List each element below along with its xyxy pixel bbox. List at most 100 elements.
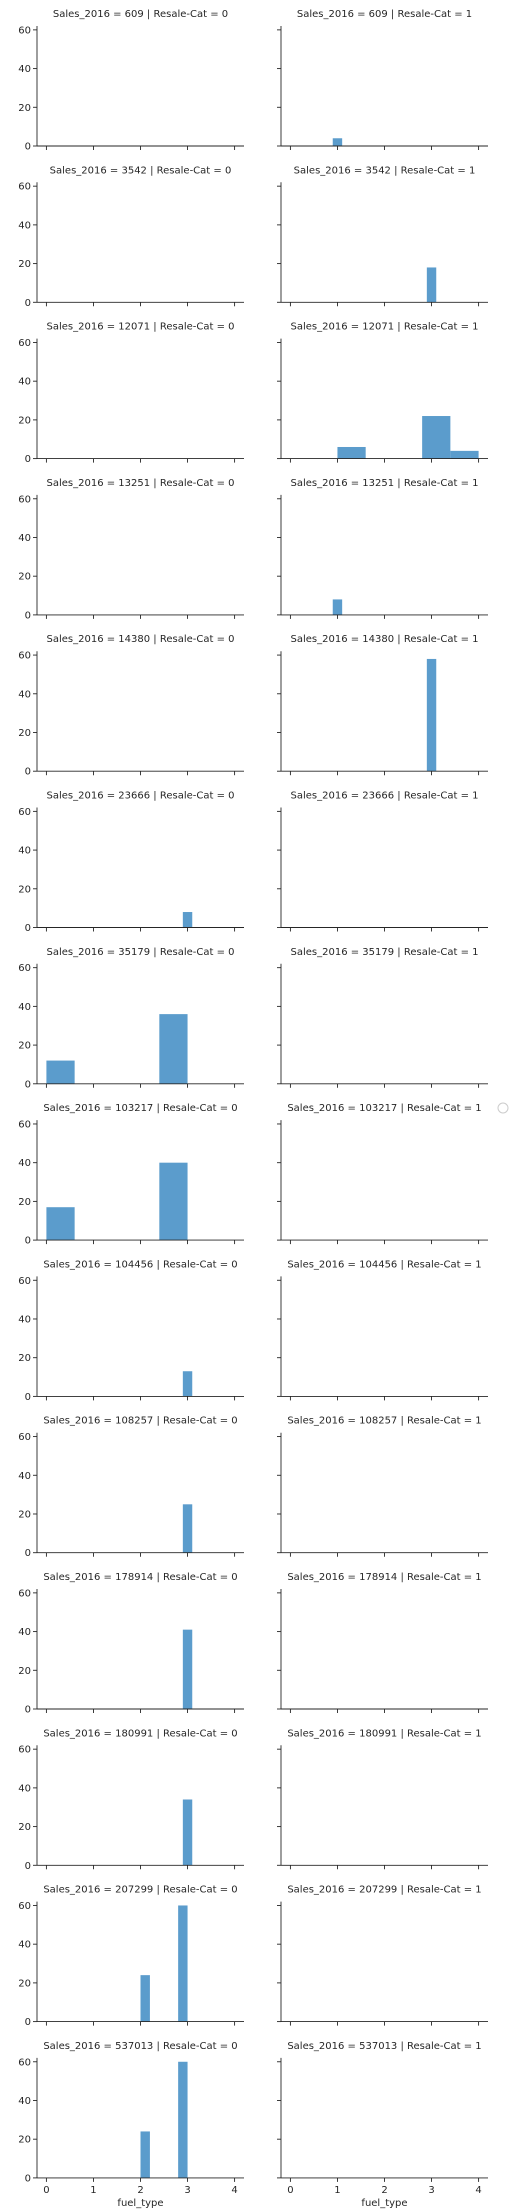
facet-title: Sales_2016 = 180991 | Resale-Cat = 1	[287, 1728, 481, 1739]
facet-panel: Sales_2016 = 14380 | Resale-Cat = 1	[277, 634, 488, 776]
y-tick-label: 0	[25, 767, 31, 778]
y-tick-label: 40	[18, 533, 31, 544]
y-tick-label: 60	[18, 1432, 31, 1443]
x-tick-label: 0	[287, 2185, 293, 2196]
facet-panel: Sales_2016 = 108257 | Resale-Cat = 1	[277, 1416, 488, 1557]
y-tick-label: 60	[18, 1901, 31, 1912]
histogram-bar	[178, 2061, 188, 2178]
facet-panel: Sales_2016 = 207299 | Resale-Cat = 0 0 20 4…	[18, 1885, 244, 2028]
y-tick-label: 0	[25, 923, 31, 934]
y-tick-label: 20	[18, 728, 31, 739]
histogram-bar	[182, 912, 193, 928]
facet-title: Sales_2016 = 103217 | Resale-Cat = 1	[287, 1103, 481, 1114]
y-tick-label: 40	[18, 1158, 31, 1169]
histogram-bar	[332, 599, 343, 615]
facet-panel: Sales_2016 = 537013 | Resale-Cat = 00204…	[18, 2041, 244, 2209]
facet-title: Sales_2016 = 104456 | Resale-Cat = 0	[43, 1259, 237, 1270]
facet-title: Sales_2016 = 180991 | Resale-Cat = 0	[43, 1728, 237, 1739]
facet-panel: Sales_2016 = 3542 | Resale-Cat = 0 0 20 40 6…	[18, 165, 244, 309]
facet-title: Sales_2016 = 609 | Resale-Cat = 0	[53, 9, 228, 20]
facet-panel: Sales_2016 = 35179 | Resale-Cat = 0 0 20 40…	[18, 947, 244, 1090]
histogram-bar	[426, 658, 437, 772]
facet-title: Sales_2016 = 13251 | Resale-Cat = 0	[47, 478, 235, 489]
facet-panel: Sales_2016 = 12071 | Resale-Cat = 1	[277, 322, 488, 463]
facet-title: Sales_2016 = 13251 | Resale-Cat = 1	[291, 478, 479, 489]
histogram-bar	[182, 1371, 193, 1397]
y-tick-label: 60	[18, 1119, 31, 1130]
y-tick-label: 40	[18, 220, 31, 231]
y-tick-label: 20	[18, 259, 31, 270]
facet-title: Sales_2016 = 3542 | Resale-Cat = 0	[50, 165, 232, 176]
y-tick-label: 0	[25, 454, 31, 465]
histogram-bar	[450, 450, 479, 459]
facet-title: Sales_2016 = 23666 | Resale-Cat = 0	[47, 791, 235, 802]
y-tick-label: 60	[18, 963, 31, 974]
facet-panel: Sales_2016 = 35179 | Resale-Cat = 1	[277, 947, 488, 1088]
facet-panel: Sales_2016 = 104456 | Resale-Cat = 0 0 20 4…	[18, 1259, 244, 1403]
y-tick-label: 40	[18, 1471, 31, 1482]
histogram-bar	[422, 416, 451, 459]
histogram-bar	[426, 267, 437, 303]
histogram-bar	[182, 1504, 193, 1553]
y-tick-label: 20	[18, 1978, 31, 1989]
y-tick-label: 20	[18, 1353, 31, 1364]
facet-panel: Sales_2016 = 13251 | Resale-Cat = 0 0 20 40…	[18, 478, 244, 621]
facet-panel: Sales_2016 = 13251 | Resale-Cat = 1	[277, 478, 488, 619]
facet-title: Sales_2016 = 108257 | Resale-Cat = 0	[43, 1416, 237, 1427]
facet-panel: Sales_2016 = 14380 | Resale-Cat = 0 0 20 40…	[18, 634, 244, 778]
facet-title: Sales_2016 = 207299 | Resale-Cat = 1	[287, 1885, 481, 1896]
facet-title: Sales_2016 = 12071 | Resale-Cat = 1	[291, 322, 479, 333]
facet-panel: Sales_2016 = 180991 | Resale-Cat = 0 0 20 4…	[18, 1728, 244, 1872]
facet-title: Sales_2016 = 108257 | Resale-Cat = 1	[287, 1416, 481, 1427]
facet-panel: Sales_2016 = 12071 | Resale-Cat = 0 0 20 40…	[18, 322, 244, 465]
facet-panel: Sales_2016 = 23666 | Resale-Cat = 0 0 20 40…	[18, 791, 244, 934]
y-tick-label: 40	[18, 689, 31, 700]
y-tick-label: 40	[18, 1783, 31, 1794]
x-tick-label: 4	[231, 2185, 237, 2196]
y-tick-label: 20	[18, 1509, 31, 1520]
histogram-bar	[182, 1629, 193, 1709]
y-tick-label: 60	[18, 338, 31, 349]
facet-title: Sales_2016 = 207299 | Resale-Cat = 0	[43, 1885, 237, 1896]
x-tick-label: 0	[43, 2185, 49, 2196]
y-tick-label: 0	[25, 1079, 31, 1090]
histogram-bar	[159, 1162, 188, 1241]
facet-title: Sales_2016 = 35179 | Resale-Cat = 0	[47, 947, 235, 958]
facet-title: Sales_2016 = 104456 | Resale-Cat = 1	[287, 1259, 481, 1270]
y-tick-label: 0	[25, 1548, 31, 1559]
facet-panel: Sales_2016 = 108257 | Resale-Cat = 0 0 20 4…	[18, 1416, 244, 1559]
facet-panel: Sales_2016 = 103217 | Resale-Cat = 0 0 20 4…	[18, 1103, 244, 1247]
facet-title: Sales_2016 = 609 | Resale-Cat = 1	[297, 9, 472, 20]
facet-panel: Sales_2016 = 609 | Resale-Cat = 1	[277, 9, 488, 150]
x-tick-label: 3	[184, 2185, 190, 2196]
y-tick-label: 40	[18, 2096, 31, 2107]
y-tick-label: 20	[18, 1822, 31, 1833]
facet-panel: Sales_2016 = 178914 | Resale-Cat = 0 0 20 4…	[18, 1572, 244, 1716]
y-tick-label: 0	[25, 298, 31, 309]
y-tick-label: 20	[18, 1666, 31, 1677]
histogram-bar	[140, 1975, 150, 2022]
facet-title: Sales_2016 = 537013 | Resale-Cat = 0	[43, 2041, 237, 2052]
histogram-bar	[178, 1905, 188, 2022]
histogram-bar	[182, 1799, 193, 1866]
y-tick-label: 40	[18, 1314, 31, 1325]
facet-panel: Sales_2016 = 207299 | Resale-Cat = 1	[277, 1885, 488, 2026]
facet-title: Sales_2016 = 14380 | Resale-Cat = 1	[291, 634, 479, 645]
y-tick-label: 0	[25, 610, 31, 621]
facet-title: Sales_2016 = 3542 | Resale-Cat = 1	[294, 165, 476, 176]
facet-title: Sales_2016 = 12071 | Resale-Cat = 0	[47, 322, 235, 333]
y-tick-label: 60	[18, 1276, 31, 1287]
y-tick-label: 60	[18, 25, 31, 36]
facet-title: Sales_2016 = 178914 | Resale-Cat = 0	[43, 1572, 237, 1583]
y-tick-label: 40	[18, 64, 31, 75]
histogram-bar	[140, 2131, 150, 2178]
x-tick-label: 2	[137, 2185, 143, 2196]
y-tick-label: 0	[25, 1861, 31, 1872]
y-tick-label: 60	[18, 494, 31, 505]
y-tick-label: 20	[18, 1041, 31, 1052]
x-axis-label: fuel_type	[117, 2198, 163, 2209]
y-tick-label: 40	[18, 1940, 31, 1951]
facet-panel: Sales_2016 = 537013 | Resale-Cat = 1 0 1 2 3…	[277, 2041, 488, 2209]
y-tick-label: 60	[18, 1745, 31, 1756]
